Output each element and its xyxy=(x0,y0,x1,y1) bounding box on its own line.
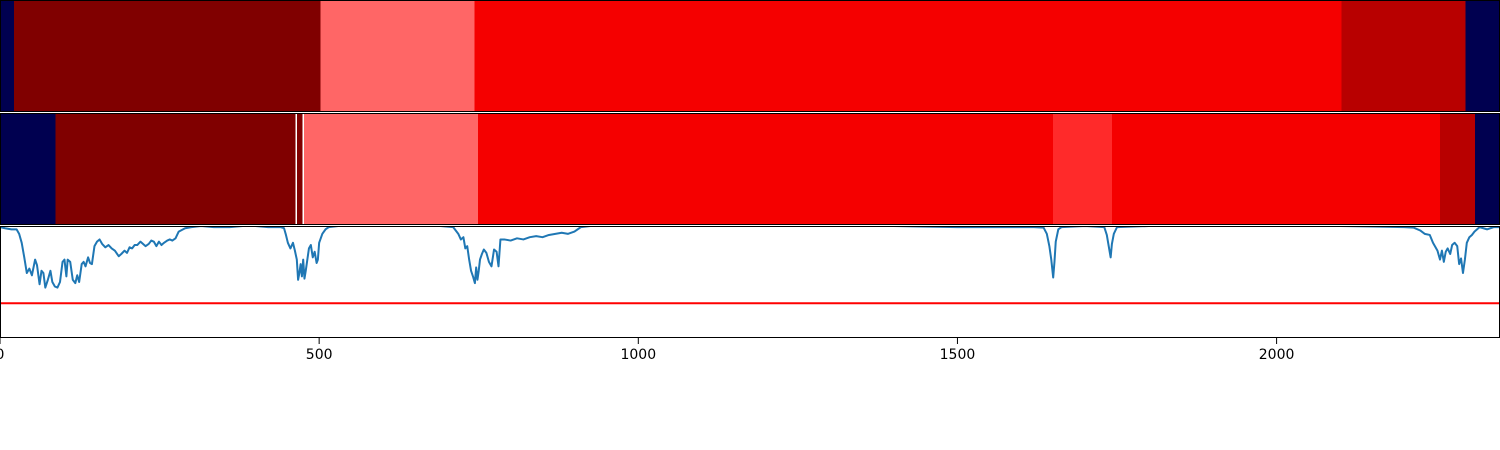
x-tick-label-500: 500 xyxy=(306,347,333,363)
x-axis: 0 500 1000 1500 2000 xyxy=(0,338,1294,363)
x-tick-label-1500: 1500 xyxy=(940,347,976,363)
track-0-segment-3 xyxy=(474,0,1342,112)
signal-series-line-0 xyxy=(0,226,1500,289)
track-0-segment-4 xyxy=(1341,0,1466,112)
x-tick-label-1000: 1000 xyxy=(620,347,656,363)
x-tick-label-0: 0 xyxy=(0,347,4,363)
track-0-segment-2 xyxy=(320,0,475,112)
track-1-segment-8 xyxy=(1111,113,1440,225)
track-1-segment-5 xyxy=(303,113,479,225)
track-1-segment-10 xyxy=(1475,113,1500,225)
track-1-segment-4 xyxy=(302,113,304,225)
track-1-segment-3 xyxy=(296,113,303,225)
line-panel-frame xyxy=(0,226,1500,338)
middle-track-panel xyxy=(0,113,1500,225)
x-tick-label-2000: 2000 xyxy=(1259,347,1295,363)
track-0-segment-0 xyxy=(0,0,15,112)
top-track-panel xyxy=(0,0,1500,112)
track-1-segment-9 xyxy=(1440,113,1476,225)
track-1-segment-7 xyxy=(1053,113,1112,225)
track-1-segment-2 xyxy=(295,113,297,225)
track-0-segment-5 xyxy=(1465,0,1500,112)
track-1-segment-0 xyxy=(0,113,56,225)
signal-line-panel xyxy=(0,226,1500,338)
track-1-segment-6 xyxy=(478,113,1054,225)
track-1-segment-1 xyxy=(55,113,296,225)
track-0-segment-1 xyxy=(14,0,321,112)
